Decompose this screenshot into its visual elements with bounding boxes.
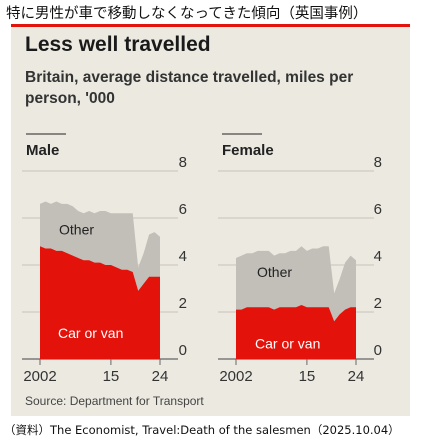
series-label-car: Car or van xyxy=(58,325,123,341)
panel-name: Female xyxy=(222,142,274,159)
x-tick-label: 2002 xyxy=(23,368,56,385)
caption-bottom: （資料）The Economist, Travel:Death of the s… xyxy=(4,423,400,437)
y-tick-label: 6 xyxy=(374,201,382,218)
y-tick-label: 8 xyxy=(179,154,187,171)
y-tick-label: 0 xyxy=(179,342,187,359)
x-tick-label: 15 xyxy=(299,368,316,385)
x-tick-label: 2002 xyxy=(219,368,252,385)
y-tick-label: 8 xyxy=(374,154,382,171)
series-label-other: Other xyxy=(59,221,94,237)
y-tick-label: 4 xyxy=(374,248,382,265)
y-tick-label: 6 xyxy=(179,201,187,218)
y-tick-label: 0 xyxy=(374,342,382,359)
chart-source: Source: Department for Transport xyxy=(25,394,204,408)
chart-subtitle: Britain, average distance travelled, mil… xyxy=(25,69,354,107)
chart-title: Less well travelled xyxy=(25,33,211,56)
series-label-other: Other xyxy=(257,264,292,280)
y-tick-label: 2 xyxy=(374,295,382,312)
x-tick-label: 15 xyxy=(103,368,120,385)
x-tick-label: 24 xyxy=(348,368,365,385)
series-label-car: Car or van xyxy=(255,335,320,351)
area-car xyxy=(40,246,160,359)
x-tick-label: 24 xyxy=(152,368,169,385)
y-tick-label: 4 xyxy=(179,248,187,265)
panel-name: Male xyxy=(26,142,59,159)
caption-top: 特に男性が車で移動しなくなってきた傾向（英国事例） xyxy=(6,6,368,22)
chart-panel: Less well travelled Britain, average dis… xyxy=(11,24,410,416)
area-car xyxy=(236,304,356,359)
y-tick-label: 2 xyxy=(179,295,187,312)
